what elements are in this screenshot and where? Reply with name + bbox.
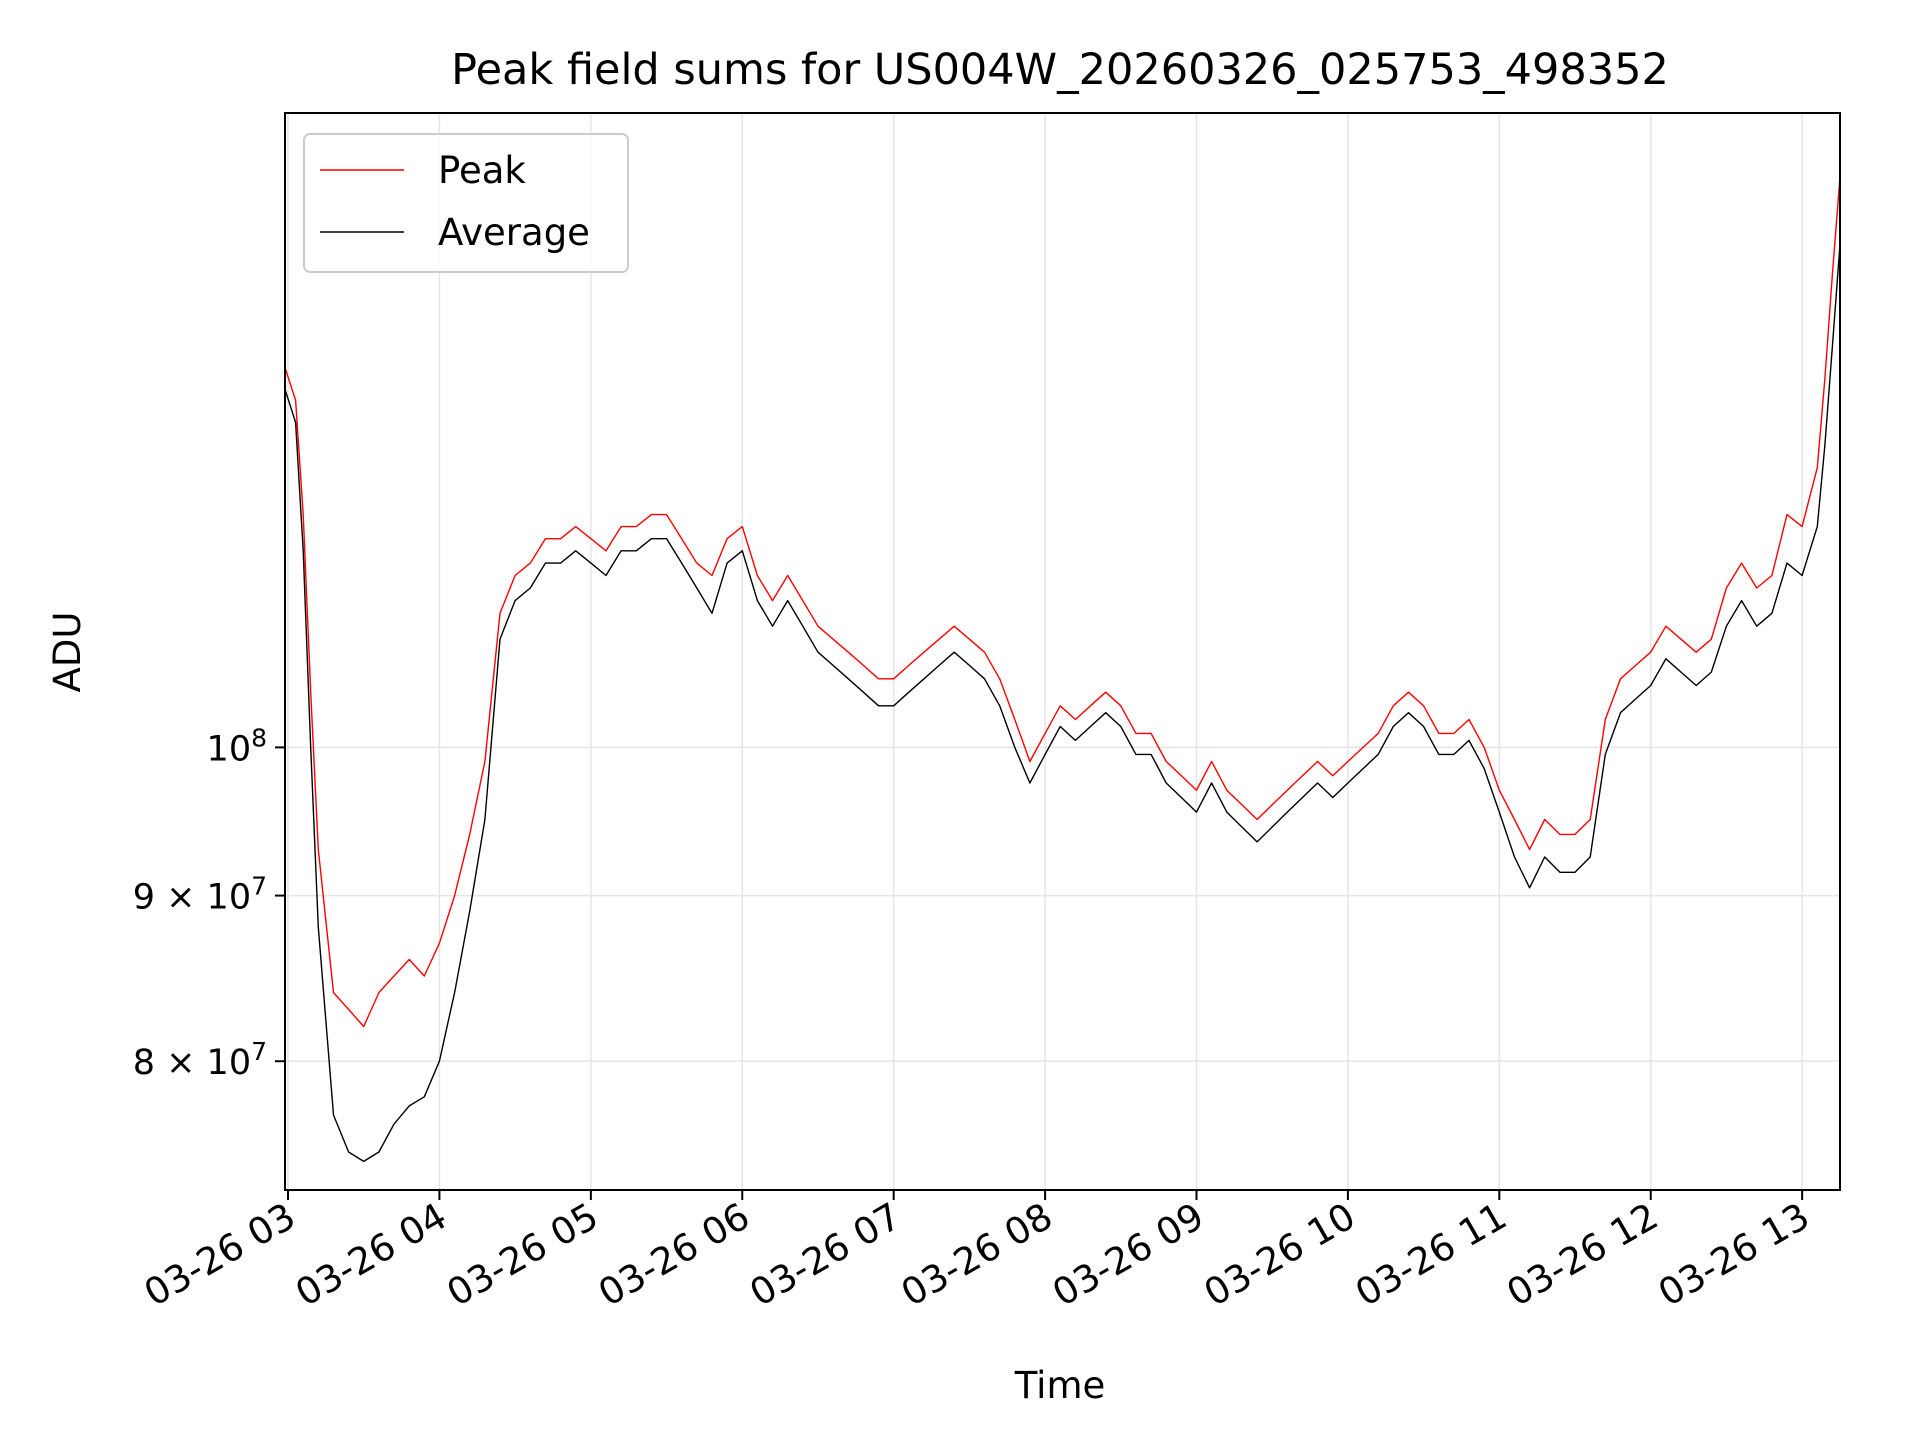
chart-title: Peak field sums for US004W_20260326_0257… [451, 45, 1669, 95]
series-line-peak [284, 177, 1841, 1028]
y-tick-label: 108 [207, 723, 267, 769]
legend-box [303, 133, 629, 273]
legend-label-peak: Peak [438, 149, 526, 192]
x-axis-label: Time [1014, 1364, 1106, 1407]
series-layer [284, 177, 1841, 1163]
y-tick-label: 8 × 107 [133, 1037, 267, 1083]
y-tick-label: 9 × 107 [133, 872, 267, 918]
plot-area-frame [284, 112, 1841, 1191]
y-axis-ticks: 108 9 × 107 8 × 107 [133, 723, 285, 1083]
series-line-average [284, 244, 1841, 1163]
legend-label-average: Average [438, 211, 590, 254]
legend: Peak Average [303, 133, 629, 273]
y-axis-label: ADU [46, 612, 89, 693]
